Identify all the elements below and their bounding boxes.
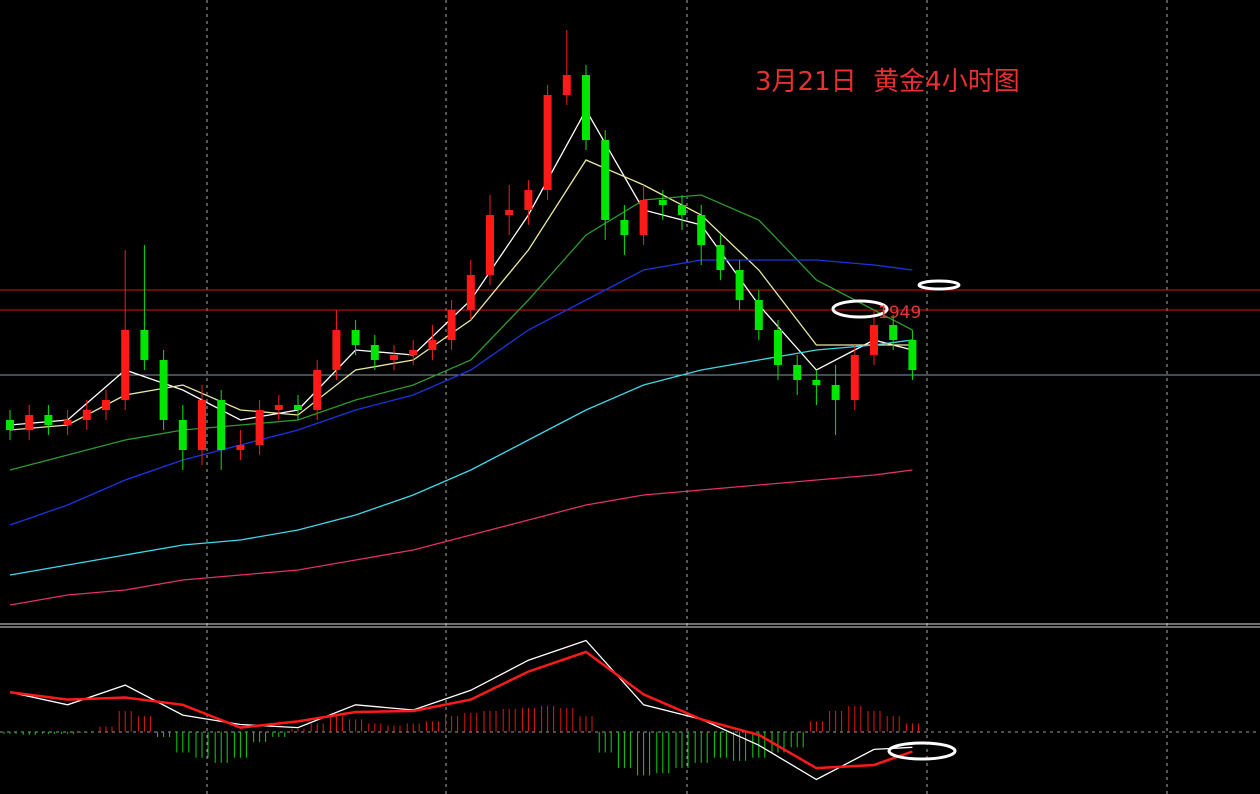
indicator-line xyxy=(9,259,913,526)
candle-body xyxy=(850,355,859,400)
candle-body xyxy=(274,405,283,410)
candle-body xyxy=(678,205,686,215)
candle-body xyxy=(63,420,72,425)
candle-body xyxy=(735,270,744,300)
chart-title: 3月21日 黄金4小时图 xyxy=(755,67,1020,97)
candle-body xyxy=(121,330,130,400)
candle-body xyxy=(466,275,475,310)
candle-body xyxy=(793,365,802,380)
candle-body xyxy=(639,200,648,235)
candle-body xyxy=(140,330,149,360)
annotation-ellipse xyxy=(831,299,889,319)
candle-body xyxy=(390,355,398,360)
candle-body xyxy=(620,220,629,235)
candle-body xyxy=(82,410,91,420)
candle-body xyxy=(294,405,302,410)
candle-body xyxy=(351,330,360,345)
candle-body xyxy=(409,350,418,355)
candle-body xyxy=(217,400,226,450)
candle-body xyxy=(313,370,322,410)
candle-body xyxy=(486,215,494,275)
candle-body xyxy=(562,75,571,95)
candle-body xyxy=(102,400,110,410)
candle-body xyxy=(178,420,187,450)
macd-panel xyxy=(3,639,919,781)
candle-body xyxy=(870,325,878,355)
candle-body xyxy=(697,215,706,245)
candle-body xyxy=(25,415,34,430)
candle-body xyxy=(889,325,898,340)
candle-body xyxy=(658,200,667,205)
candle-body xyxy=(370,345,379,360)
candle-body xyxy=(198,400,206,450)
indicator-line xyxy=(9,650,913,770)
indicator-line xyxy=(9,639,913,781)
level-label: 1949 xyxy=(878,303,921,323)
candle-body xyxy=(754,300,763,330)
candle-body xyxy=(255,410,264,445)
candle-body xyxy=(543,95,552,190)
candle-body xyxy=(332,330,341,370)
candle-body xyxy=(6,420,14,430)
candle-body xyxy=(447,310,456,340)
candle-body xyxy=(159,360,168,420)
annotation-ellipse xyxy=(887,741,957,761)
annotation-ellipse xyxy=(917,279,961,291)
candle-body xyxy=(831,385,840,400)
candle-body xyxy=(44,415,53,425)
candle-body xyxy=(812,380,821,385)
candle-body xyxy=(505,210,514,215)
candle-body xyxy=(601,140,610,220)
candle-body xyxy=(774,330,782,365)
candle-body xyxy=(524,190,533,210)
candle-body xyxy=(236,445,245,450)
candle-body xyxy=(908,340,917,370)
candle-body xyxy=(716,245,725,270)
candle-body xyxy=(428,340,437,350)
candle-body xyxy=(582,75,590,140)
price-panel xyxy=(0,30,1260,606)
indicator-line xyxy=(9,469,913,606)
indicator-line xyxy=(9,194,913,471)
